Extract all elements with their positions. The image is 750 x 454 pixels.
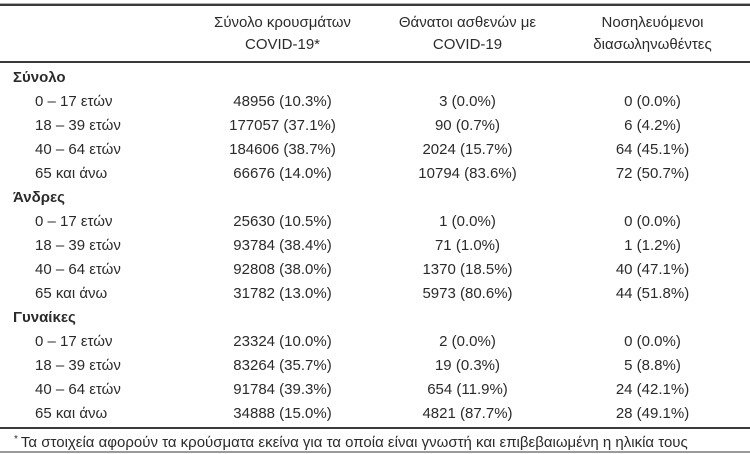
col-header-empty <box>0 12 185 56</box>
deaths-value: 19 (0.3%) <box>434 357 501 374</box>
age-label: 18 – 39 ετών <box>35 357 121 374</box>
table-row: 65 και άνω 31782 (13.0%) 5973 (80.6%) 44… <box>0 282 750 306</box>
col-header-cases: Σύνολο κρουσμάτων COVID-19* <box>185 12 380 56</box>
age-label: 40 – 64 ετών <box>35 141 121 158</box>
col-header-cases-line2: COVID-19* <box>244 36 321 53</box>
cases-value: 66676 (14.0%) <box>233 165 332 182</box>
intubated-value: 72 (50.7%) <box>615 165 690 182</box>
age-label: 65 και άνω <box>35 165 108 182</box>
footnote-text: Τα στοιχεία αφορούν τα κρούσματα εκείνα … <box>20 434 688 451</box>
intubated-value: 1 (1.2%) <box>624 237 681 254</box>
cases-value: 93784 (38.4%) <box>233 237 332 254</box>
group-header-row-women: Γυναίκες <box>0 306 750 330</box>
table-row: 65 και άνω 66676 (14.0%) 10794 (83.6%) 7… <box>0 162 750 186</box>
table-row: 40 – 64 ετών 184606 (38.7%) 2024 (15.7%)… <box>0 138 750 162</box>
cases-value: 177057 (37.1%) <box>229 117 336 134</box>
table-row: 40 – 64 ετών 91784 (39.3%) 654 (11.9%) 2… <box>0 378 750 402</box>
bottom-rule <box>0 451 750 453</box>
group-label: Γυναίκες <box>13 309 76 326</box>
intubated-value: 0 (0.0%) <box>624 213 681 230</box>
intubated-value: 64 (45.1%) <box>615 141 690 158</box>
table-row: 18 – 39 ετών 177057 (37.1%) 90 (0.7%) 6 … <box>0 114 750 138</box>
age-label: 40 – 64 ετών <box>35 381 121 398</box>
col-header-deaths-line1: Θάνατοι ασθενών με <box>398 14 537 31</box>
deaths-value: 3 (0.0%) <box>439 93 496 110</box>
top-rule <box>0 3 750 6</box>
col-header-deaths-line2: COVID-19 <box>432 36 503 53</box>
intubated-value: 40 (47.1%) <box>615 261 690 278</box>
cases-value: 25630 (10.5%) <box>233 213 332 230</box>
age-label: 18 – 39 ετών <box>35 237 121 254</box>
age-label: 18 – 39 ετών <box>35 117 121 134</box>
cases-value: 92808 (38.0%) <box>233 261 332 278</box>
cases-value: 34888 (15.0%) <box>233 405 332 422</box>
footnote-marker: * <box>14 434 18 445</box>
table-body: Σύνολο 0 – 17 ετών 48956 (10.3%) 3 (0.0%… <box>0 66 750 426</box>
col-header-intubated-line2: διασωληνωθέντες <box>593 36 712 53</box>
deaths-value: 654 (11.9%) <box>427 381 508 398</box>
deaths-value: 71 (1.0%) <box>434 237 501 254</box>
deaths-value: 5973 (80.6%) <box>422 285 513 302</box>
intubated-value: 0 (0.0%) <box>624 93 681 110</box>
header-rule <box>0 61 750 63</box>
cases-value: 31782 (13.0%) <box>233 285 332 302</box>
cases-value: 184606 (38.7%) <box>229 141 336 158</box>
deaths-value: 1 (0.0%) <box>439 213 496 230</box>
table-row: 18 – 39 ετών 93784 (38.4%) 71 (1.0%) 1 (… <box>0 234 750 258</box>
deaths-value: 90 (0.7%) <box>434 117 501 134</box>
col-header-deaths: Θάνατοι ασθενών με COVID-19 <box>380 12 555 56</box>
deaths-value: 4821 (87.7%) <box>422 405 513 422</box>
footnote-rule <box>0 427 750 429</box>
table-header-row: Σύνολο κρουσμάτων COVID-19* Θάνατοι ασθε… <box>0 6 750 61</box>
age-label: 0 – 17 ετών <box>35 93 113 110</box>
intubated-value: 28 (49.1%) <box>615 405 690 422</box>
cases-value: 48956 (10.3%) <box>233 93 332 110</box>
group-label: Σύνολο <box>13 69 66 86</box>
col-header-cases-line1: Σύνολο κρουσμάτων <box>214 14 351 31</box>
intubated-value: 44 (51.8%) <box>615 285 690 302</box>
intubated-value: 24 (42.1%) <box>615 381 690 398</box>
intubated-value: 6 (4.2%) <box>624 117 681 134</box>
age-label: 65 και άνω <box>35 285 108 302</box>
age-label: 0 – 17 ετών <box>35 333 113 350</box>
table-row: 0 – 17 ετών 25630 (10.5%) 1 (0.0%) 0 (0.… <box>0 210 750 234</box>
intubated-value: 5 (8.8%) <box>624 357 681 374</box>
age-label: 40 – 64 ετών <box>35 261 121 278</box>
table-row: 65 και άνω 34888 (15.0%) 4821 (87.7%) 28… <box>0 402 750 426</box>
col-header-intubated: Νοσηλευόμενοι διασωληνωθέντες <box>555 12 750 56</box>
deaths-value: 2024 (15.7%) <box>422 141 513 158</box>
col-header-intubated-line1: Νοσηλευόμενοι <box>601 14 704 31</box>
table-row: 0 – 17 ετών 48956 (10.3%) 3 (0.0%) 0 (0.… <box>0 90 750 114</box>
table-row: 0 – 17 ετών 23324 (10.0%) 2 (0.0%) 0 (0.… <box>0 330 750 354</box>
cases-value: 23324 (10.0%) <box>233 333 332 350</box>
deaths-value: 10794 (83.6%) <box>418 165 517 182</box>
group-header-row-men: Άνδρες <box>0 186 750 210</box>
deaths-value: 1370 (18.5%) <box>422 261 513 278</box>
table-row: 18 – 39 ετών 83264 (35.7%) 19 (0.3%) 5 (… <box>0 354 750 378</box>
intubated-value: 0 (0.0%) <box>624 333 681 350</box>
group-label: Άνδρες <box>13 189 65 206</box>
table-row: 40 – 64 ετών 92808 (38.0%) 1370 (18.5%) … <box>0 258 750 282</box>
footnote: * Τα στοιχεία αφορούν τα κρούσματα εκείνα… <box>0 429 750 454</box>
cases-value: 91784 (39.3%) <box>233 381 332 398</box>
deaths-value: 2 (0.0%) <box>439 333 496 350</box>
cases-value: 83264 (35.7%) <box>233 357 332 374</box>
group-header-row-total: Σύνολο <box>0 66 750 90</box>
age-label: 65 και άνω <box>35 405 108 422</box>
age-label: 0 – 17 ετών <box>35 213 113 230</box>
